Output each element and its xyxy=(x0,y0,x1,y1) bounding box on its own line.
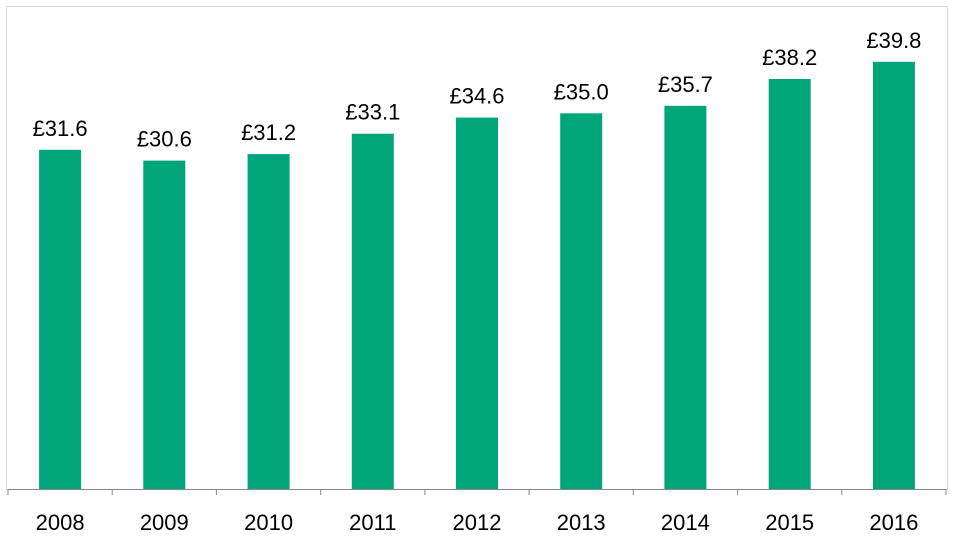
bar-2015 xyxy=(768,79,811,489)
bar-2010 xyxy=(247,154,290,489)
bar-2014 xyxy=(664,105,707,490)
data-label-2008: £31.6 xyxy=(33,116,88,141)
x-axis-tick-labels-group: 2008 2009 2010 2011 2012 2013 2014 2015 2016 xyxy=(36,510,919,535)
data-label-2016: £39.8 xyxy=(866,28,921,53)
x-tick-label-2014: 2014 xyxy=(661,510,710,535)
data-label-2015: £38.2 xyxy=(762,45,817,70)
data-label-2013: £35.0 xyxy=(554,79,609,104)
bar-2008 xyxy=(39,149,82,490)
bar-2011 xyxy=(351,133,394,489)
data-label-2010: £31.2 xyxy=(241,120,296,145)
x-axis-ticks-group xyxy=(7,489,947,495)
bars-group xyxy=(39,61,915,490)
x-tick-label-2012: 2012 xyxy=(453,510,502,535)
x-tick-label-2009: 2009 xyxy=(140,510,189,535)
x-tick-label-2016: 2016 xyxy=(869,510,918,535)
bar-2013 xyxy=(560,113,603,490)
x-tick-label-2011: 2011 xyxy=(349,510,396,535)
data-label-2009: £30.6 xyxy=(137,127,192,152)
data-label-2014: £35.7 xyxy=(658,72,713,97)
data-label-2011: £33.1 xyxy=(345,100,400,125)
bar-2009 xyxy=(143,160,186,489)
data-label-2012: £34.6 xyxy=(449,84,504,109)
x-tick-label-2008: 2008 xyxy=(36,510,85,535)
x-tick-label-2015: 2015 xyxy=(765,510,814,535)
data-labels-group: £31.6 £30.6 £31.2 £33.1 £34.6 £35.0 £35.7 £38.2… xyxy=(33,28,922,152)
x-tick-label-2013: 2013 xyxy=(557,510,606,535)
bar-2016 xyxy=(872,61,915,490)
x-tick-label-2010: 2010 xyxy=(244,510,293,535)
bar-2012 xyxy=(456,117,498,489)
